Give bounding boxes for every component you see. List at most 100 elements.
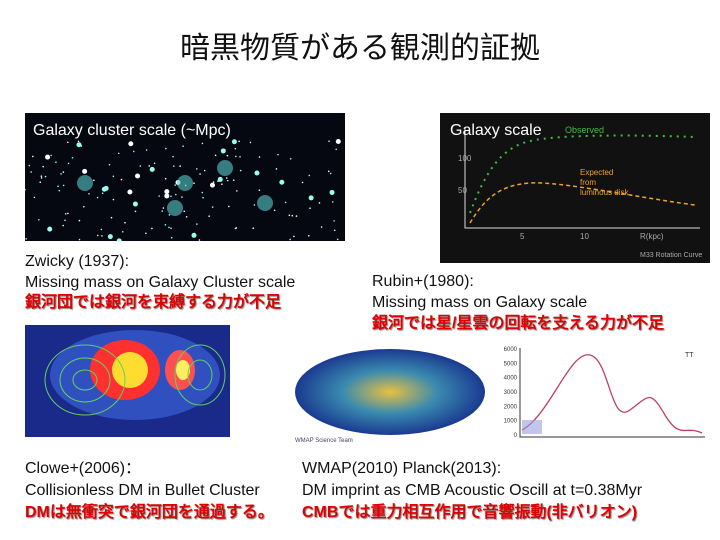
star xyxy=(201,191,204,194)
star xyxy=(185,216,188,218)
star xyxy=(209,182,215,188)
star xyxy=(32,155,34,158)
error-band xyxy=(522,420,542,434)
star xyxy=(145,232,147,235)
star xyxy=(40,175,43,177)
star xyxy=(168,226,170,229)
star xyxy=(117,152,120,155)
star xyxy=(128,141,134,147)
star xyxy=(62,224,65,227)
description: Collisionless DM in Bullet Cluster xyxy=(25,482,260,499)
star xyxy=(78,219,81,222)
star xyxy=(77,140,80,143)
cluster-image: Galaxy cluster scale (~Mpc) xyxy=(25,113,345,241)
star xyxy=(38,218,40,221)
star xyxy=(309,207,311,209)
star xyxy=(258,156,261,158)
star xyxy=(112,198,115,201)
star xyxy=(238,140,240,143)
star xyxy=(214,154,217,157)
star xyxy=(83,205,85,208)
star xyxy=(320,226,323,228)
star xyxy=(57,185,59,188)
star xyxy=(62,171,65,173)
hot-gas-core xyxy=(112,352,148,388)
star xyxy=(211,206,214,208)
star xyxy=(182,145,184,148)
star xyxy=(236,190,238,192)
cmb-map xyxy=(295,349,485,435)
star xyxy=(164,189,170,195)
star xyxy=(220,148,226,154)
star xyxy=(212,181,215,183)
image-bg xyxy=(440,113,710,263)
star xyxy=(101,235,103,237)
star xyxy=(121,230,124,233)
star xyxy=(191,232,197,238)
citation: Zwicky (1937): xyxy=(25,253,130,270)
legend-observed: Observed xyxy=(565,125,604,135)
expected-curve xyxy=(469,182,696,224)
star xyxy=(135,173,141,179)
star xyxy=(110,216,113,219)
star xyxy=(88,192,90,195)
star xyxy=(50,154,52,157)
star xyxy=(308,174,311,177)
star xyxy=(78,238,81,241)
star xyxy=(279,179,285,185)
star xyxy=(71,156,74,159)
description: DM imprint as CMB Acoustic Oscill at t=0… xyxy=(302,482,643,499)
star xyxy=(195,168,198,170)
star xyxy=(175,193,177,196)
x-tick: 10 xyxy=(580,232,589,241)
star xyxy=(67,212,69,215)
star xyxy=(33,196,36,199)
galaxy-glow xyxy=(177,175,193,191)
star xyxy=(164,177,167,180)
y-tick: 5000 xyxy=(504,361,518,367)
star xyxy=(148,165,151,167)
star xyxy=(226,179,229,182)
y-tick: 2000 xyxy=(504,404,518,410)
legend-expected: from xyxy=(580,178,596,187)
star xyxy=(40,177,43,179)
spectrum-label: TT xyxy=(685,352,694,359)
star xyxy=(127,189,133,195)
star xyxy=(232,179,235,181)
rotation-image: Galaxy scale Observed Expected from lumi… xyxy=(440,113,710,263)
star xyxy=(100,228,103,231)
star xyxy=(132,150,135,153)
star xyxy=(331,201,334,203)
slide-title: 暗黒物質がある観測的証拠 xyxy=(180,32,540,65)
star xyxy=(334,229,336,232)
star xyxy=(202,196,204,199)
star xyxy=(64,213,67,215)
star xyxy=(221,183,223,185)
star xyxy=(25,238,27,240)
star xyxy=(235,155,237,158)
star xyxy=(329,189,335,195)
star xyxy=(301,181,304,184)
star xyxy=(273,209,276,212)
legend-expected: Expected xyxy=(580,168,613,177)
star xyxy=(329,172,332,175)
star xyxy=(254,170,260,176)
star xyxy=(124,221,126,224)
star xyxy=(308,195,314,201)
japanese-note: 銀河では星/星雲の回転を支える力が不足 xyxy=(372,315,664,332)
star xyxy=(249,141,252,144)
star xyxy=(289,158,292,160)
galaxy-glow xyxy=(217,160,233,176)
star xyxy=(307,234,310,237)
star xyxy=(168,214,171,216)
y-tick: 4000 xyxy=(504,376,518,382)
galaxy-glow xyxy=(167,200,183,216)
star xyxy=(116,238,122,241)
legend-expected: luminous disk xyxy=(580,188,629,197)
star xyxy=(39,181,42,184)
star xyxy=(101,192,104,194)
bullet-image xyxy=(25,325,230,437)
star xyxy=(25,188,26,191)
star xyxy=(208,215,210,217)
star xyxy=(335,148,337,151)
